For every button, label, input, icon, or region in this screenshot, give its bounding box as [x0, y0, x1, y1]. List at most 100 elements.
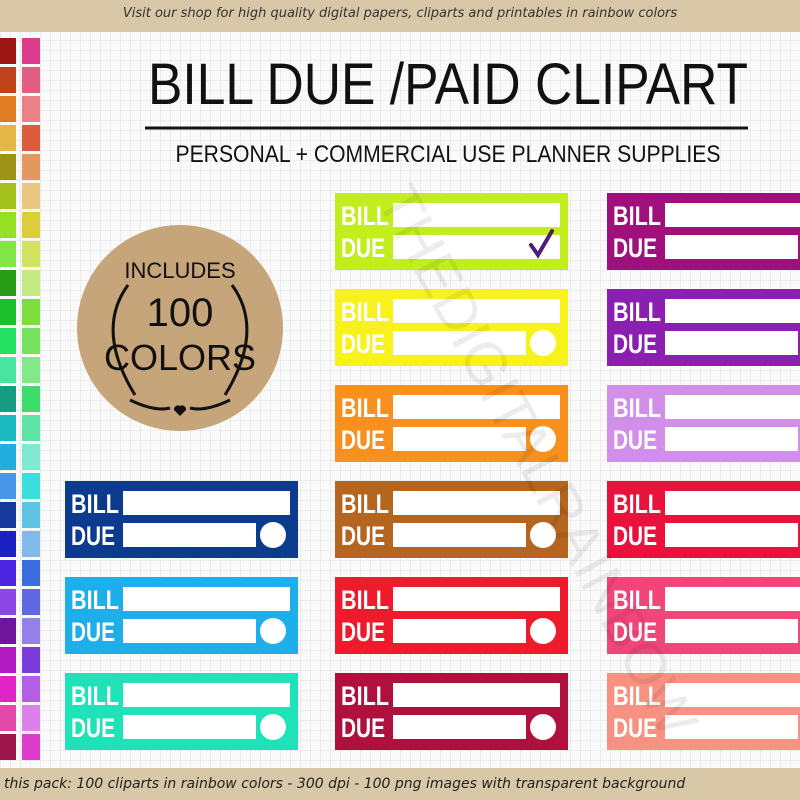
sticker-text: DUE [341, 521, 385, 551]
write-line [123, 587, 290, 611]
swatch [22, 415, 40, 441]
sticker-text: DUE [341, 329, 385, 359]
swatch [22, 38, 40, 64]
swatch [22, 154, 40, 180]
write-line [393, 587, 560, 611]
check-mark [529, 229, 554, 259]
swatch [22, 270, 40, 296]
sticker-text: BILL [341, 297, 389, 327]
sticker-text: DUE [613, 617, 657, 647]
check-circle [530, 618, 556, 644]
swatch [0, 647, 16, 673]
badge-line: 100 [147, 291, 214, 335]
write-line [393, 331, 526, 355]
sticker-text: BILL [613, 489, 661, 519]
write-line [665, 427, 798, 451]
sticker-text: BILL [613, 681, 661, 711]
write-line [123, 715, 256, 739]
swatch [0, 444, 16, 470]
swatch [22, 328, 40, 354]
swatch [22, 560, 40, 586]
sticker-text: DUE [613, 329, 657, 359]
sticker-text: DUE [613, 713, 657, 743]
sticker-text: DUE [341, 617, 385, 647]
subtitle: PERSONAL + COMMERCIAL USE PLANNER SUPPLI… [176, 141, 721, 168]
write-line [123, 523, 256, 547]
swatch [0, 676, 16, 702]
swatch [0, 125, 16, 151]
write-line [665, 715, 798, 739]
swatch [0, 473, 16, 499]
swatch [0, 96, 16, 122]
swatch [0, 560, 16, 586]
write-line [665, 683, 800, 707]
footer: this pack: 100 cliparts in rainbow color… [4, 776, 685, 792]
check-circle [260, 714, 286, 740]
write-line [665, 587, 800, 611]
sticker-text: DUE [71, 617, 115, 647]
sticker-text: BILL [71, 585, 119, 615]
sticker-text: DUE [341, 425, 385, 455]
write-line [665, 235, 798, 259]
check-circle [260, 618, 286, 644]
swatch [0, 618, 16, 644]
write-line [665, 491, 800, 515]
badge-line: COLORS [104, 337, 256, 378]
sticker-text: DUE [341, 713, 385, 743]
check-circle [530, 522, 556, 548]
sticker-text: BILL [341, 393, 389, 423]
write-line [393, 715, 526, 739]
title: BILL DUE /PAID CLIPART [148, 52, 748, 117]
write-line [393, 619, 526, 643]
write-line [123, 683, 290, 707]
check-circle [530, 426, 556, 452]
swatch [0, 386, 16, 412]
banner: Visit our shop for high quality digital … [123, 6, 678, 21]
swatch [22, 96, 40, 122]
badge: INCLUDES 100 COLORS [77, 225, 283, 431]
sticker-text: DUE [71, 521, 115, 551]
swatch [22, 183, 40, 209]
write-line [665, 203, 800, 227]
write-line [665, 299, 800, 323]
write-line [665, 523, 798, 547]
swatch [22, 705, 40, 731]
swatch [22, 531, 40, 557]
swatch [0, 38, 16, 64]
laurel [111, 284, 249, 396]
swatch [22, 618, 40, 644]
write-line [393, 203, 560, 227]
check-circle [260, 522, 286, 548]
write-line [665, 331, 798, 355]
sticker-text: BILL [71, 489, 119, 519]
write-line [665, 619, 798, 643]
swatch [0, 241, 16, 267]
swatch [0, 270, 16, 296]
swatch [22, 502, 40, 528]
heart [173, 405, 187, 416]
sticker-text: BILL [341, 201, 389, 231]
swatch [22, 241, 40, 267]
sticker-text: BILL [71, 681, 119, 711]
swatch [0, 328, 16, 354]
write-line [393, 395, 560, 419]
swatch [0, 212, 16, 238]
sticker-text: DUE [613, 425, 657, 455]
swatch [22, 676, 40, 702]
sticker-text: BILL [341, 489, 389, 519]
swatch [0, 357, 16, 383]
swatch [0, 531, 16, 557]
write-line [665, 395, 800, 419]
swatch [0, 502, 16, 528]
swatch [22, 212, 40, 238]
swatch [0, 589, 16, 615]
